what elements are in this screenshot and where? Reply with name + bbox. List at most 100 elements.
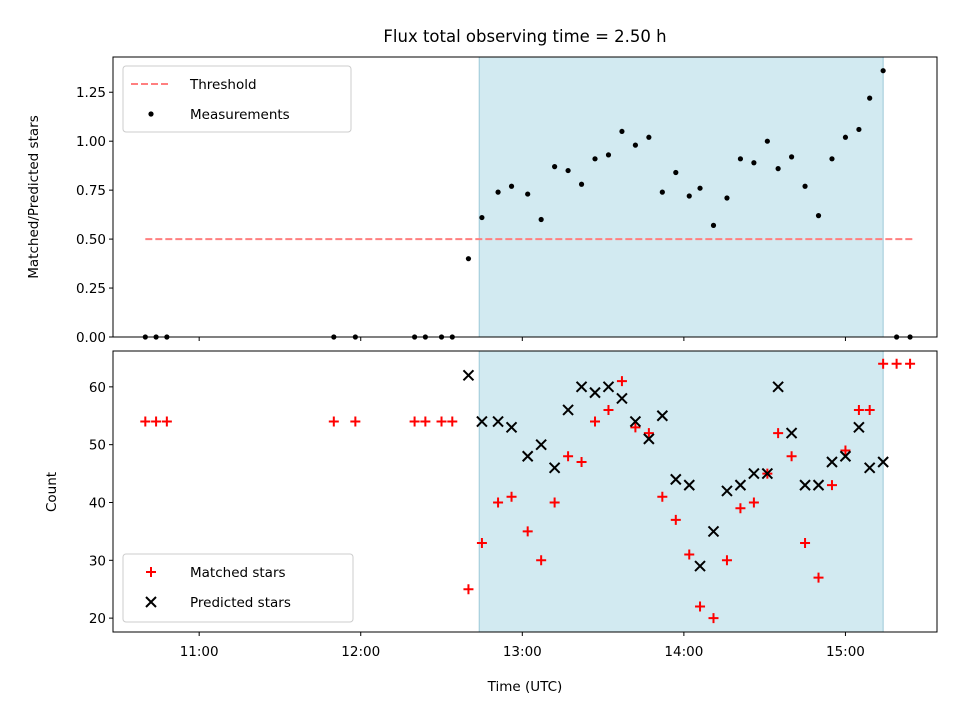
data-point <box>878 358 889 369</box>
data-point <box>576 457 587 468</box>
y-tick-label: 30 <box>89 553 106 569</box>
data-point <box>646 134 652 140</box>
data-point <box>578 181 585 187</box>
y-tick-label: 0.75 <box>76 183 106 199</box>
data-point <box>151 416 162 427</box>
top-panel: 0.00 0.25 0.50 0.75 1.00 1.25 Threshold Measure… <box>76 56 938 346</box>
data-point <box>535 438 547 451</box>
data-point <box>813 572 824 583</box>
data-point <box>785 427 798 439</box>
legend-box <box>122 65 352 133</box>
data-point <box>656 410 669 422</box>
data-point <box>772 381 784 393</box>
data-point <box>145 596 157 608</box>
data-point <box>592 156 598 162</box>
data-point <box>721 555 732 566</box>
data-point <box>673 169 679 176</box>
data-point <box>436 416 447 427</box>
data-point <box>616 392 628 405</box>
data-point <box>462 369 475 381</box>
top-y-axis-label: Matched/Predicted stars <box>26 115 42 278</box>
data-point <box>867 95 873 101</box>
y-tick-label: 0.25 <box>76 281 106 297</box>
data-point <box>420 416 431 427</box>
series-matched-stars <box>140 358 916 624</box>
data-point <box>695 601 706 612</box>
data-point <box>856 126 862 133</box>
data-point <box>508 183 515 189</box>
data-point <box>619 128 625 135</box>
data-point <box>799 479 811 491</box>
data-point <box>708 613 719 624</box>
legend-label: Threshold <box>189 77 257 93</box>
data-point <box>877 456 889 468</box>
data-point <box>773 428 784 439</box>
legend-label: Matched stars <box>190 565 286 581</box>
data-point <box>707 525 720 538</box>
legend: Matched stars Predicted stars <box>122 553 354 623</box>
y-tick-label: 1.25 <box>76 85 106 101</box>
data-point <box>522 526 533 537</box>
data-point <box>764 138 770 144</box>
legend-label: Measurements <box>190 107 290 123</box>
data-point <box>761 467 774 480</box>
data-point <box>880 68 886 74</box>
y-tick-label: 20 <box>89 611 106 627</box>
data-point <box>735 503 746 514</box>
data-point <box>721 485 733 497</box>
data-point <box>786 451 797 462</box>
data-point <box>826 456 838 468</box>
data-point <box>683 479 695 491</box>
data-point <box>643 433 655 445</box>
data-point <box>492 415 504 428</box>
x-tick-label: 15:00 <box>826 644 865 660</box>
data-point <box>563 451 574 462</box>
data-point <box>552 164 558 170</box>
plot-frame <box>112 350 938 633</box>
data-point <box>748 497 759 508</box>
bottom-panel: 20 30 40 50 60 11:00 12:00 13:00 14:00 15:00 Match… <box>89 350 938 660</box>
data-point <box>465 256 472 262</box>
data-point <box>616 376 627 387</box>
x-axis-label: Time (UTC) <box>487 679 563 695</box>
data-point <box>146 567 156 577</box>
data-point <box>505 421 518 434</box>
data-point <box>350 416 361 427</box>
data-point <box>657 491 668 502</box>
data-point <box>670 473 682 486</box>
data-point <box>521 450 534 462</box>
data-point <box>479 214 485 221</box>
data-point <box>548 462 561 474</box>
data-point <box>748 467 760 480</box>
x-tick-label: 12:00 <box>341 644 380 660</box>
chart-title: Flux total observing time = 2.50 h <box>383 27 666 46</box>
y-tick-label: 40 <box>89 495 106 511</box>
bottom-y-axis-label: Count <box>44 472 60 512</box>
data-point <box>800 537 811 548</box>
x-tick-label: 13:00 <box>503 644 542 660</box>
data-point <box>812 479 825 491</box>
data-point <box>632 142 639 148</box>
data-point <box>493 497 504 508</box>
x-tick-label: 14:00 <box>664 644 703 660</box>
data-point <box>161 416 172 427</box>
data-point <box>891 358 902 369</box>
data-point <box>775 166 781 172</box>
data-point <box>697 185 703 191</box>
data-point <box>684 549 695 560</box>
data-point <box>826 480 837 491</box>
data-point <box>737 156 744 162</box>
data-point <box>659 189 665 195</box>
data-point <box>549 497 560 508</box>
data-point <box>686 193 692 199</box>
data-point <box>643 428 654 439</box>
data-point <box>630 422 641 433</box>
data-point <box>842 134 849 140</box>
data-point <box>905 358 916 369</box>
data-point <box>815 213 822 219</box>
data-point <box>328 416 339 427</box>
data-point <box>506 491 517 502</box>
data-point <box>525 191 531 197</box>
shaded-observing-span <box>478 350 884 633</box>
data-point <box>670 514 681 525</box>
